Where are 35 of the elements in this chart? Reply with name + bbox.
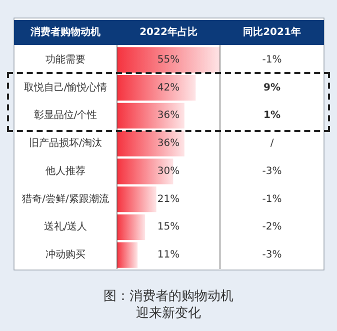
y-tick-label: 猎奇/尝鲜/紧跟潮流 <box>22 192 109 205</box>
y-tick-label: 旧产品损坏/淘汰 <box>28 137 102 150</box>
text: / <box>270 138 274 150</box>
text: 1% <box>264 110 280 122</box>
bar <box>117 214 146 240</box>
data-label: 42% <box>157 82 180 94</box>
bar <box>117 186 156 212</box>
text: -3% <box>262 166 282 177</box>
text: 9% <box>264 82 280 94</box>
y-tick-label: 功能需要 <box>46 53 86 66</box>
bar <box>117 74 196 101</box>
text: -1% <box>262 54 282 66</box>
data-label: 36% <box>157 138 180 150</box>
bar <box>117 242 138 268</box>
y-tick-label: 取悦自己/愉悦心情 <box>24 81 108 94</box>
data-label: 11% <box>157 250 180 261</box>
text: 同比2021年 <box>243 26 301 38</box>
data-label: 15% <box>157 222 180 233</box>
text: 图：消费者的购物动机迎来新变化 <box>104 289 234 321</box>
bar <box>117 102 184 129</box>
text: -1% <box>262 194 282 205</box>
bar <box>117 47 220 73</box>
data-label: 55% <box>157 54 180 66</box>
y-axis-title: 消费者购物动机 <box>30 26 100 38</box>
text: -3% <box>262 250 282 261</box>
y-tick-label: 冲动购买 <box>46 248 86 261</box>
data-label: 36% <box>157 110 180 122</box>
y-tick-label: 他人推荐 <box>46 164 86 177</box>
x-axis-title: 2022年占比 <box>140 26 198 38</box>
text: -2% <box>262 222 282 233</box>
y-tick-label: 彰显品位/个性 <box>34 109 98 122</box>
data-label: 30% <box>157 166 180 177</box>
data-label: 21% <box>157 194 180 205</box>
y-tick-label: 送礼/送人 <box>44 220 88 233</box>
bar <box>117 130 184 156</box>
